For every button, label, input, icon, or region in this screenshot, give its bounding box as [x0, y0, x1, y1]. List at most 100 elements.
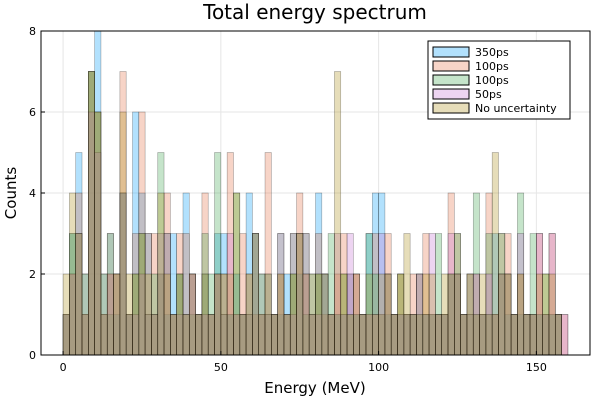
histogram-bar [390, 314, 398, 356]
histogram-bar [315, 273, 323, 356]
histogram-bar [81, 273, 89, 356]
histogram-bar [207, 314, 215, 356]
series-1 [62, 71, 569, 356]
legend-swatch [432, 88, 470, 100]
histogram-bar [321, 273, 329, 356]
histogram-bar [201, 273, 209, 356]
histogram-bar [163, 273, 171, 356]
histogram-bar [523, 314, 531, 356]
legend-label: 100ps [475, 60, 509, 73]
histogram-bar [454, 273, 461, 356]
ticks-layer: 0 50 100 150 0 2 4 6 8 [29, 25, 547, 374]
histogram-bar [403, 233, 411, 356]
y-tick-label: 2 [29, 268, 36, 281]
legend-swatch [432, 46, 470, 58]
histogram-bar [327, 314, 335, 356]
legend-label: 50ps [475, 88, 502, 101]
histogram-bar [113, 273, 121, 356]
histogram-bar [100, 273, 108, 356]
legend-box [427, 40, 571, 120]
histogram-bar [542, 273, 550, 356]
histogram-bar [504, 273, 512, 356]
histogram-bar [359, 314, 367, 356]
x-tick-label: 50 [214, 361, 228, 374]
histogram-bar [220, 273, 228, 356]
histogram-bar [561, 314, 569, 356]
histogram-bar [252, 233, 260, 356]
histogram-bar [346, 314, 354, 356]
histogram-bar [283, 314, 291, 356]
histogram-bar [435, 314, 443, 356]
histogram-bar [69, 192, 77, 356]
y-tick-label: 0 [29, 349, 36, 362]
series-2 [62, 71, 562, 356]
histogram-bar [94, 111, 102, 356]
legend-swatch [432, 60, 470, 72]
histogram-bar [378, 273, 386, 356]
x-tick-label: 100 [368, 361, 389, 374]
histogram-bar [371, 314, 379, 356]
histogram-bar [397, 273, 405, 356]
histogram-bar [144, 273, 152, 356]
x-tick-label: 150 [526, 361, 547, 374]
histogram-bar [422, 273, 430, 356]
histogram-bar [170, 314, 177, 356]
histogram-bar [119, 111, 127, 356]
histogram-bar [479, 273, 487, 356]
histogram-bar [157, 192, 165, 356]
histogram-bar [485, 314, 493, 356]
histogram-bar [289, 273, 297, 356]
histogram-bar [233, 192, 241, 356]
histogram-bar [62, 273, 70, 356]
histogram-bar [214, 273, 222, 356]
legend-swatch [432, 102, 470, 114]
histogram-bar [226, 273, 234, 356]
histogram-bar [271, 314, 278, 356]
histogram-bar [529, 314, 537, 356]
histogram-bar [353, 273, 360, 356]
histogram-bar [138, 233, 146, 356]
histogram-bar [245, 273, 253, 356]
x-tick-label: 0 [60, 361, 67, 374]
y-axis-label: Counts [2, 167, 20, 220]
chart-title: Total energy spectrum [202, 0, 427, 24]
histogram-bar [182, 314, 190, 356]
histogram-bar [491, 152, 499, 356]
histogram-bar [340, 273, 348, 356]
histogram-bar [548, 273, 556, 356]
y-tick-label: 4 [29, 187, 36, 200]
series-0 [62, 30, 562, 356]
y-tick-label: 6 [29, 106, 36, 119]
histogram-bar [510, 314, 518, 356]
histogram-bar [554, 314, 562, 356]
histogram-bar [365, 273, 373, 356]
series-4 [62, 71, 562, 356]
histogram-bar [264, 273, 272, 356]
histogram-bar [302, 273, 310, 356]
histogram-bar [416, 314, 424, 356]
histogram-bar [441, 273, 449, 356]
histogram-bar [308, 314, 316, 356]
legend-label: 350ps [475, 46, 509, 59]
histogram-bar [466, 273, 474, 356]
legend-label: 100ps [475, 74, 509, 87]
histogram-bar [447, 273, 455, 356]
legend-label: No uncertainty [475, 102, 557, 115]
y-tick-label: 8 [29, 25, 36, 38]
histogram-bar [536, 273, 543, 356]
histogram-bar [517, 273, 525, 356]
histogram-bar [188, 273, 196, 356]
bars-layer [62, 30, 569, 356]
histogram-bar [151, 314, 159, 356]
histogram-bar [125, 273, 133, 356]
histogram-bar [132, 273, 140, 356]
histogram-bar [296, 233, 304, 356]
histogram-bar [258, 273, 266, 356]
x-axis-label: Energy (MeV) [264, 379, 365, 397]
histogram-bar [277, 273, 285, 356]
histogram-bar [88, 71, 95, 356]
legend-swatch [432, 74, 470, 86]
histogram-bar [75, 233, 83, 356]
